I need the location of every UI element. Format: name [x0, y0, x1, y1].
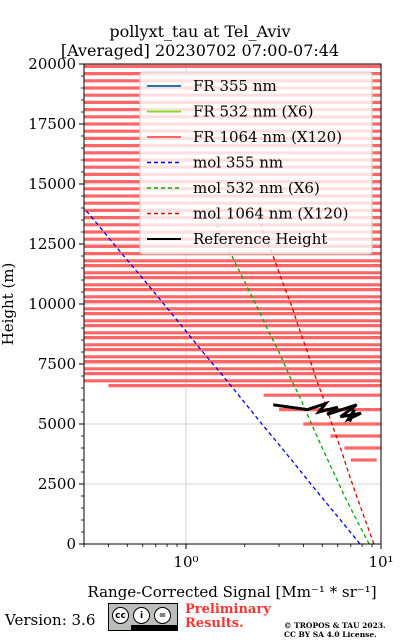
copyright-note: © TROPOS & TAU 2023. CC BY SA 4.0 Licens…	[284, 621, 386, 639]
legend-entry: mol 1064 nm (X120)	[193, 205, 348, 223]
x-tick-label: 10⁰	[173, 553, 198, 571]
legend: FR 355 nm FR 532 nm (X6) FR 1064 nm (X120)…	[139, 71, 373, 255]
y-tick-label: 10000	[28, 295, 76, 313]
series-mol532-line	[207, 207, 370, 544]
y-tick-label: 12500	[28, 235, 76, 253]
legend-entry: FR 1064 nm (X120)	[193, 128, 342, 146]
legend-entry: mol 355 nm	[193, 154, 283, 172]
copyright-line2: CC BY SA 4.0 License.	[284, 630, 377, 639]
y-tick-label: 20000	[28, 55, 76, 73]
legend-entry: FR 532 nm (X6)	[193, 103, 313, 121]
preliminary-line1: Preliminary	[185, 602, 271, 617]
series-ref-line	[272, 400, 362, 423]
share-alike-icon: =	[154, 607, 171, 624]
cc-icon: cc	[112, 607, 129, 624]
x-tick-label: 10¹	[368, 553, 393, 571]
axis-ticks: 0 2500 5000 7500 10000 12500 15000 17500 20000 10…	[28, 55, 393, 571]
y-tick-label: 0	[66, 535, 76, 553]
preliminary-results-note: Preliminary Results.	[185, 603, 271, 631]
y-tick-label: 2500	[38, 475, 76, 493]
version-label: Version: 3.6	[5, 611, 96, 629]
chart-title-line2: [Averaged] 20230702 07:00-07:44	[60, 41, 340, 60]
y-tick-label: 15000	[28, 175, 76, 193]
series-mol355-line	[84, 207, 361, 544]
y-axis-label: Height (m)	[0, 263, 17, 346]
copyright-line1: © TROPOS & TAU 2023.	[284, 621, 386, 630]
series-mol1064-line	[254, 207, 375, 544]
chart-title-line1: pollyxt_tau at Tel_Aviv	[109, 22, 291, 41]
cc-license-badge: cc i =	[108, 603, 178, 631]
y-tick-label: 5000	[38, 415, 76, 433]
preliminary-line2: Results.	[185, 616, 244, 631]
x-axis-label: Range-Corrected Signal [Mm⁻¹ * sr⁻¹]	[87, 583, 376, 601]
cc-badge-strip	[131, 625, 177, 630]
legend-entry: mol 532 nm (X6)	[193, 179, 320, 197]
y-tick-label: 17500	[28, 115, 76, 133]
y-tick-label: 7500	[38, 355, 76, 373]
by-attribution-icon: i	[133, 607, 150, 624]
legend-entry: FR 355 nm	[193, 77, 277, 95]
legend-entry: Reference Height	[193, 230, 327, 248]
legend-box	[139, 71, 373, 255]
